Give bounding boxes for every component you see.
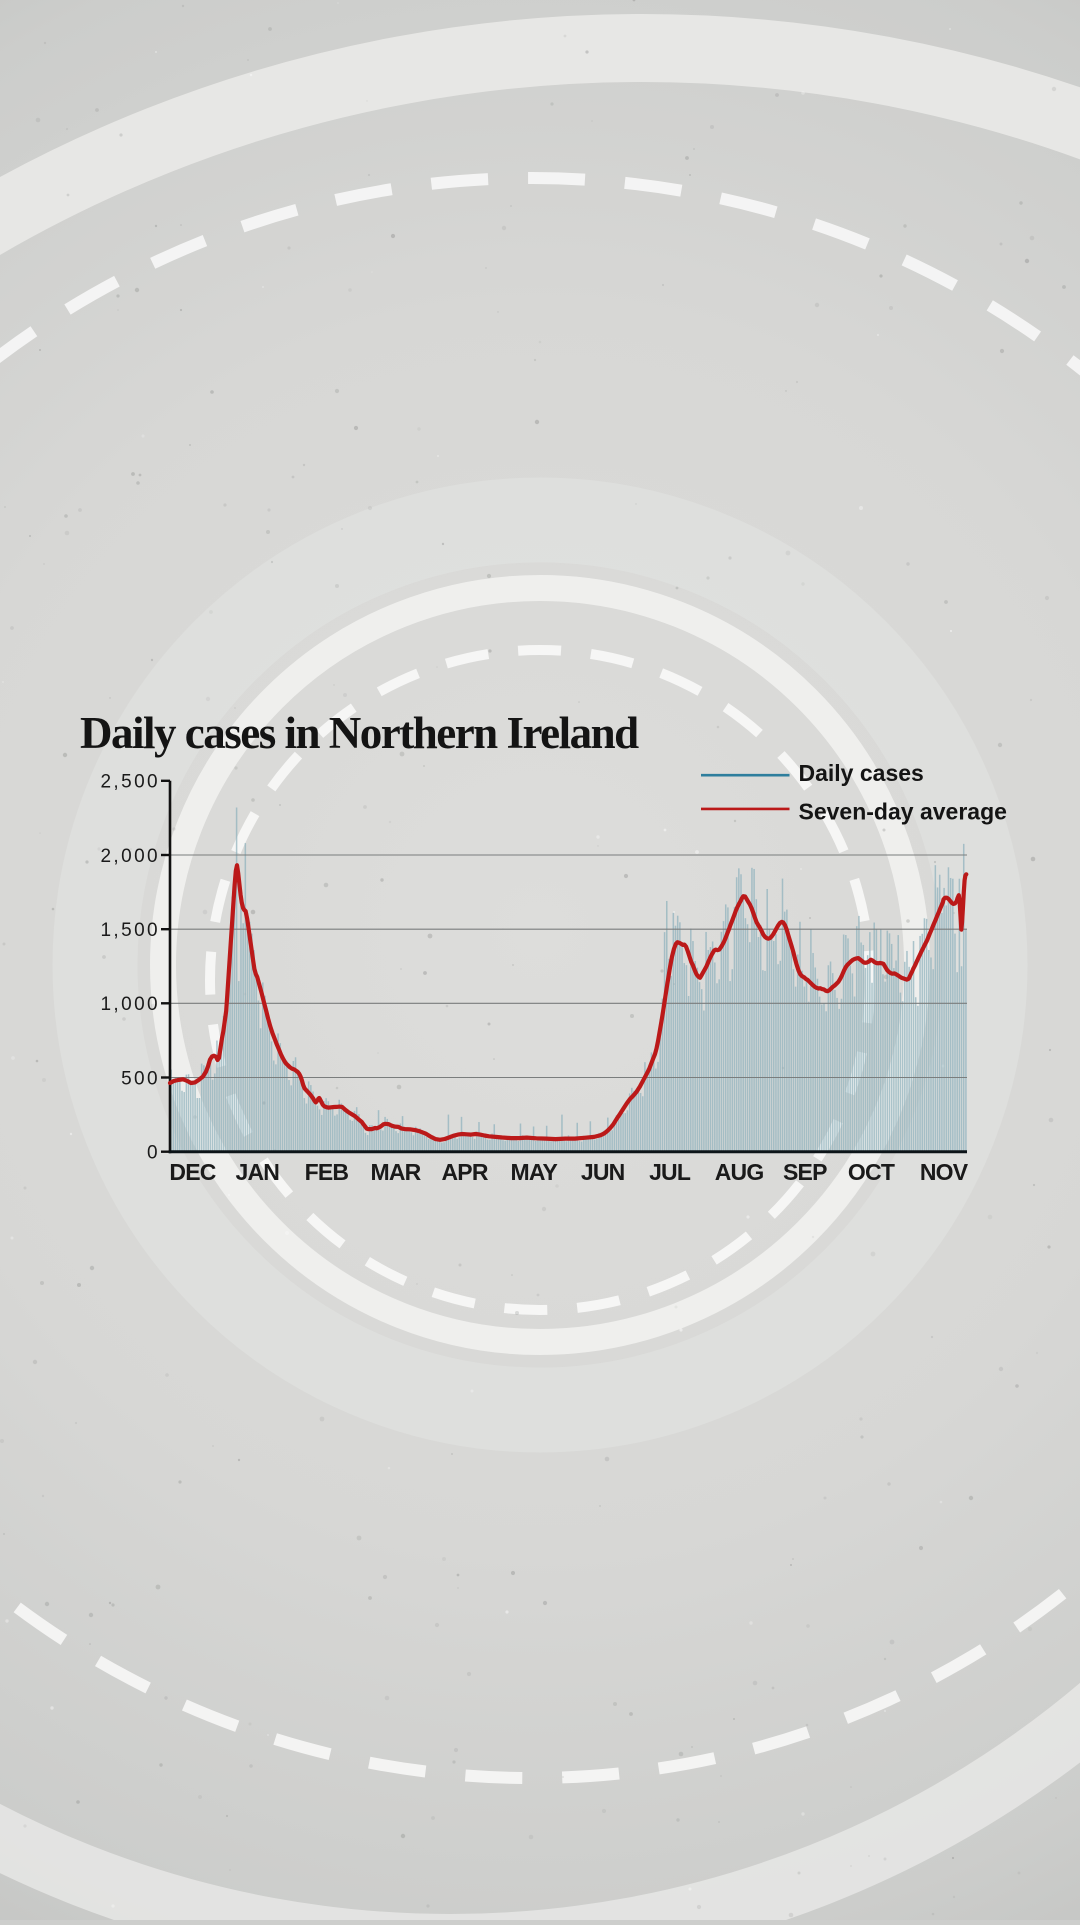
svg-text:2,500: 2,500	[100, 772, 160, 793]
svg-text:FEB: FEB	[305, 1159, 349, 1185]
svg-text:Daily cases in Northern Irelan: Daily cases in Northern Ireland	[80, 708, 639, 758]
svg-text:500: 500	[121, 1068, 160, 1089]
svg-text:1,000: 1,000	[100, 994, 160, 1015]
svg-text:AUG: AUG	[715, 1159, 764, 1185]
svg-text:JUL: JUL	[649, 1159, 691, 1185]
svg-text:MAY: MAY	[510, 1159, 557, 1185]
svg-text:Seven-day average: Seven-day average	[799, 799, 1007, 825]
svg-text:0: 0	[147, 1143, 160, 1164]
svg-text:OCT: OCT	[848, 1159, 895, 1185]
svg-text:APR: APR	[442, 1159, 489, 1185]
svg-text:JAN: JAN	[235, 1159, 279, 1185]
svg-text:2,000: 2,000	[100, 846, 160, 867]
svg-text:DEC: DEC	[169, 1159, 215, 1185]
svg-text:1,500: 1,500	[100, 920, 160, 941]
svg-text:SEP: SEP	[783, 1159, 827, 1185]
svg-text:NOV: NOV	[920, 1159, 969, 1185]
svg-text:JUN: JUN	[581, 1159, 625, 1185]
svg-text:Daily cases: Daily cases	[799, 760, 924, 786]
svg-text:MAR: MAR	[371, 1159, 422, 1185]
